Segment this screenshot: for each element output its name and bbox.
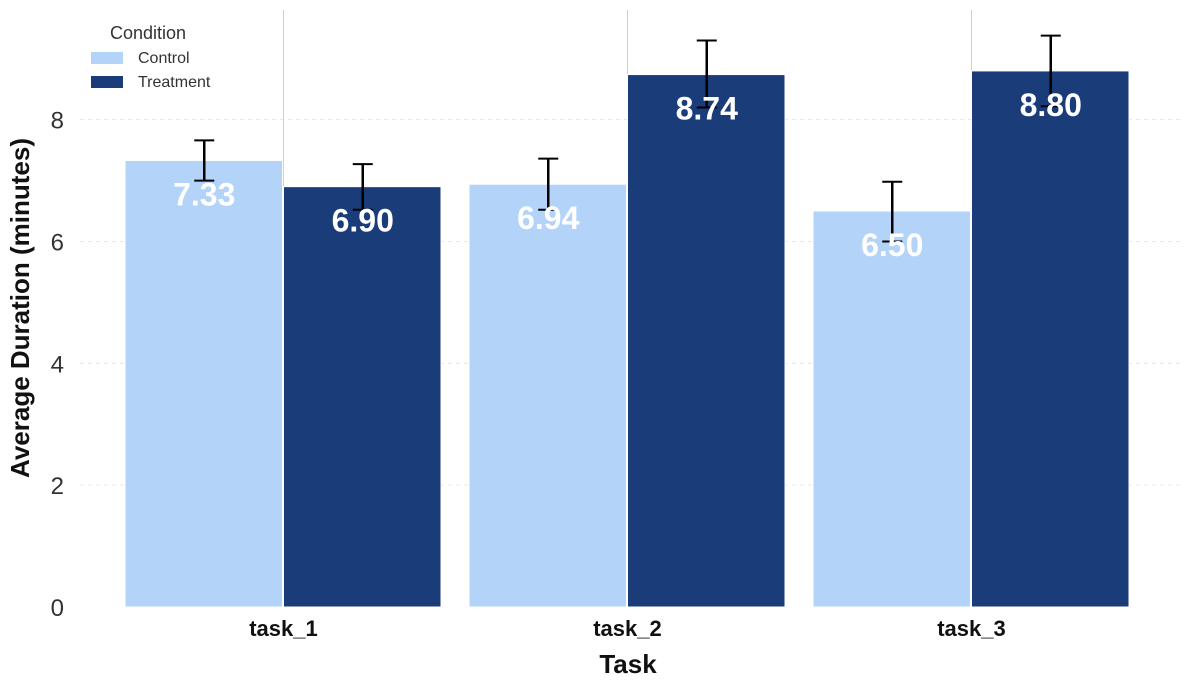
y-tick-label: 6 [51,229,64,256]
bars [124,70,1130,608]
y-tick-label: 0 [51,595,64,622]
bar-control-task_1 [124,159,283,608]
y-tick-label: 2 [51,473,64,500]
legend: Condition Control Treatment [91,23,211,91]
data-label: 6.94 [517,200,579,236]
data-label: 8.74 [676,91,738,127]
y-axis-title: Average Duration (minutes) [5,138,35,478]
bar-treatment-task_3 [971,70,1130,608]
bar-treatment-task_1 [283,186,442,608]
bar-control-task_3 [812,210,971,608]
data-label: 8.80 [1020,87,1082,123]
data-label: 7.33 [173,176,235,212]
legend-title: Condition [110,23,186,43]
y-tick-label: 4 [51,351,64,378]
y-tick-label: 8 [51,108,64,135]
legend-label-treatment: Treatment [138,74,211,91]
legend-swatch-control [91,52,123,64]
x-axis-title: Task [599,649,657,679]
x-axis-ticks: task_1 task_2 task_3 [249,616,1006,641]
data-label: 6.90 [332,203,394,239]
x-tick-label: task_1 [249,616,318,641]
data-labels: 7.33 6.90 6.94 8.74 6.50 8.80 [173,87,1082,263]
bar-control-task_2 [468,183,627,608]
x-tick-label: task_2 [593,616,662,641]
x-tick-label: task_3 [937,616,1006,641]
error-bars [194,34,1061,243]
legend-swatch-treatment [91,76,123,88]
bar-treatment-task_2 [627,74,786,608]
y-axis-ticks: 0 2 4 6 8 [51,108,64,622]
data-label: 6.50 [861,227,923,263]
legend-label-control: Control [138,50,190,67]
